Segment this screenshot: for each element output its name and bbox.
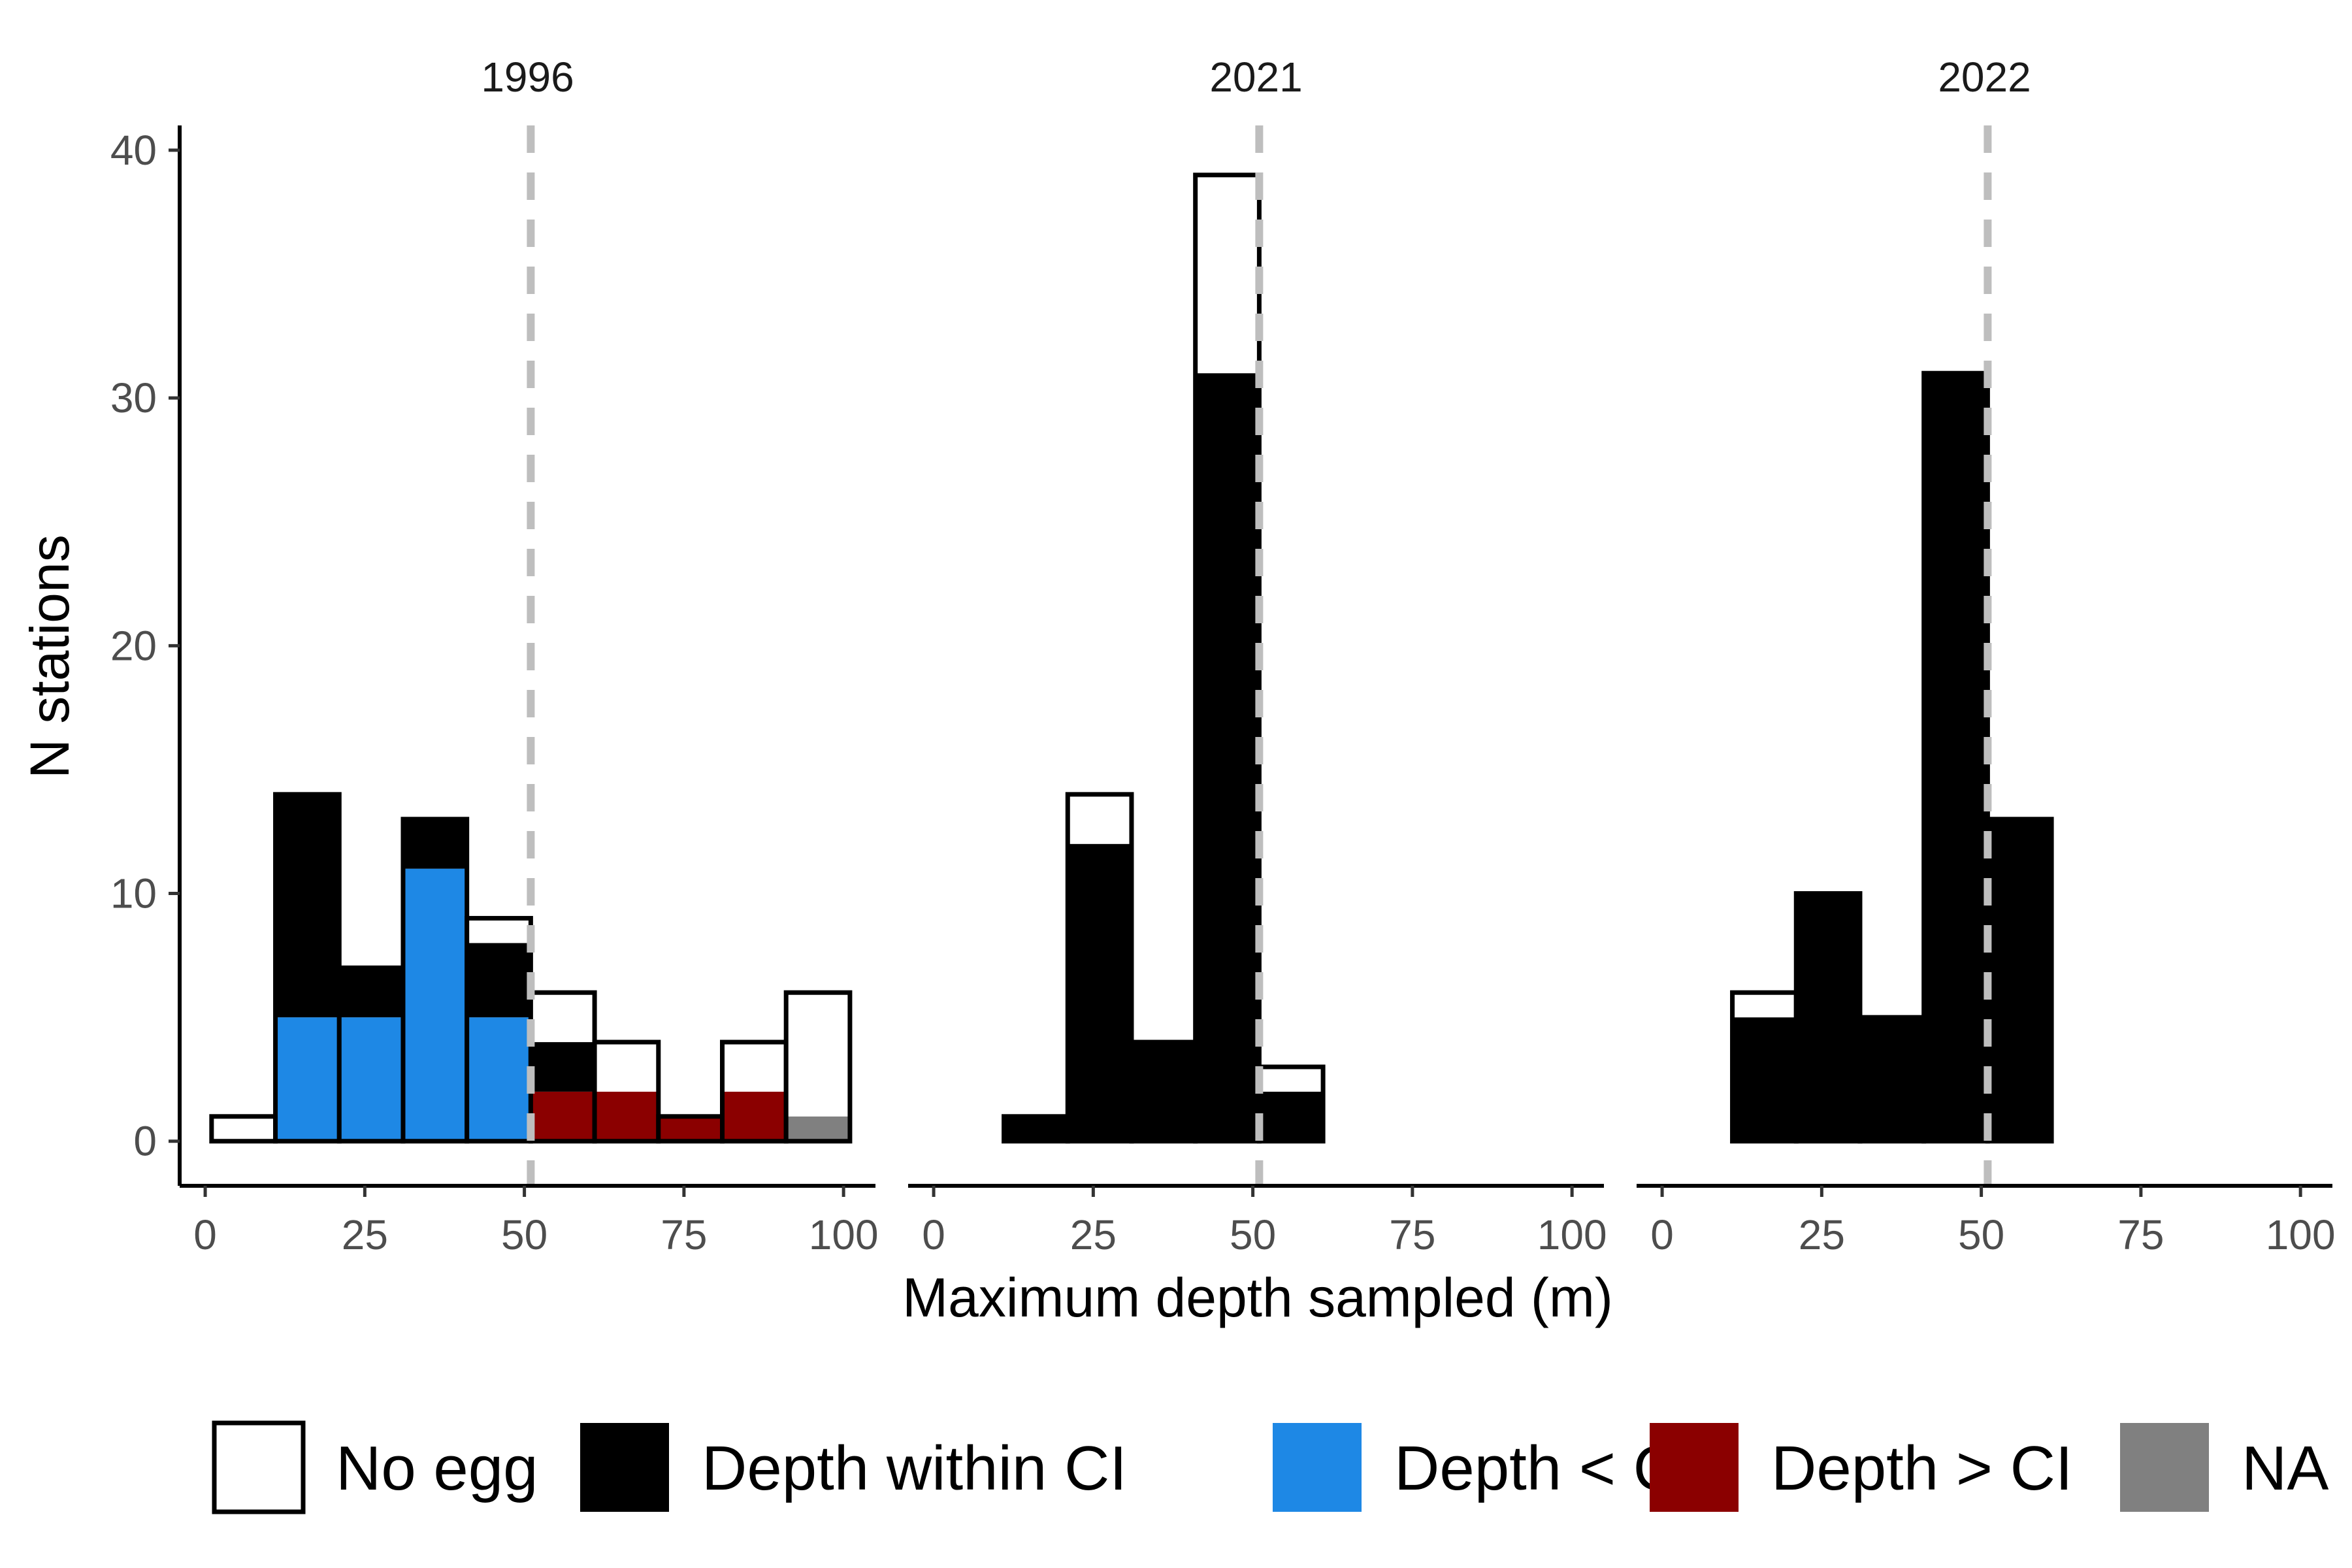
bar-segment-greater: [595, 1091, 659, 1141]
bar-segment-within: [1259, 1091, 1324, 1141]
bar-outline: [783, 990, 853, 1144]
legend-label: No egg: [336, 1433, 538, 1503]
bar-segment-greater: [722, 1091, 787, 1141]
legend-key: [212, 1420, 306, 1514]
axis-titles: N stations Maximum depth sampled (m): [19, 534, 1613, 1328]
bar-segment-within: [1068, 843, 1132, 1141]
bar-segment-no_egg: [211, 1116, 276, 1141]
legend-item-greater: Depth > CI: [1650, 1423, 2073, 1512]
facet-label: 2022: [1938, 54, 2031, 101]
x-tick-label: 25: [1070, 1211, 1117, 1258]
x-tick-label: 75: [2117, 1211, 2164, 1258]
bar-segment-within: [466, 943, 531, 1018]
bar-segment-no_egg: [1068, 794, 1132, 844]
x-tick-label: 75: [661, 1211, 707, 1258]
y-tick-label: 40: [110, 127, 157, 174]
facet-panel-2021: 2021 0 25 50 75 100: [908, 54, 1607, 1258]
bar-segment-greater: [531, 1091, 595, 1141]
legend-key: [580, 1423, 669, 1512]
bar-segment-within: [1987, 819, 2052, 1141]
legend: No egg Depth within CI Depth < CI Depth > C…: [212, 1420, 2328, 1514]
legend-label: Depth within CI: [702, 1433, 1127, 1503]
bar-segment-within: [531, 1042, 595, 1092]
bar-segment-greater: [658, 1116, 723, 1141]
bars: [1730, 370, 2054, 1144]
facet-label: 2021: [1209, 54, 1302, 101]
bar-segment-less: [275, 1017, 340, 1141]
legend-item-na: NA: [2120, 1423, 2328, 1512]
x-tick-label: 50: [1958, 1211, 2004, 1258]
legend-item-no_egg: No egg: [212, 1420, 538, 1514]
bar-outline: [1065, 792, 1134, 1144]
facet-panel-2022: 2022 0 25 50 75 100: [1637, 54, 2336, 1258]
bars: [209, 792, 853, 1144]
facet-label: 1996: [481, 54, 574, 101]
legend-label: NA: [2242, 1433, 2328, 1503]
bar-segment-no_egg: [1259, 1066, 1324, 1092]
x-tick-label: 25: [1799, 1211, 1845, 1258]
legend-label: Depth < CI: [1394, 1433, 1696, 1503]
bar-segment-within: [402, 819, 467, 869]
y-tick-label: 10: [110, 870, 157, 917]
x-tick-label: 100: [1537, 1211, 1607, 1258]
bar-segment-less: [339, 1017, 403, 1141]
x-tick-label: 0: [193, 1211, 217, 1258]
bar-segment-within: [275, 794, 340, 1018]
y-tick-label: 30: [110, 374, 157, 421]
x-tick-label: 0: [1650, 1211, 1674, 1258]
bar-segment-within: [1004, 1116, 1068, 1141]
legend-key: [1650, 1423, 1739, 1512]
bar-outline: [592, 1039, 661, 1144]
bar-segment-within: [1195, 373, 1260, 1141]
y-tick-label: 20: [110, 622, 157, 669]
legend-key: [2120, 1423, 2209, 1512]
x-tick-label: 100: [809, 1211, 879, 1258]
bar-segment-no_egg: [531, 992, 595, 1043]
bar-segment-no_egg: [595, 1042, 659, 1092]
bar-segment-within: [1732, 1017, 1797, 1141]
bar-outline: [1256, 1064, 1326, 1144]
y-tick-label: 0: [133, 1118, 157, 1165]
y-axis-title: N stations: [19, 534, 80, 779]
bar-segment-no_egg: [1732, 992, 1797, 1018]
bar-segment-within: [1131, 1042, 1196, 1141]
bar-segment-no_egg: [786, 992, 850, 1117]
bars: [1002, 172, 1326, 1144]
legend-key: [1273, 1423, 1362, 1512]
bar-segment-no_egg: [1195, 174, 1260, 374]
bar-segment-within: [1796, 893, 1860, 1141]
bar-segment-within: [339, 968, 403, 1018]
x-tick-label: 50: [1230, 1211, 1276, 1258]
legend-item-within: Depth within CI: [580, 1423, 1127, 1512]
x-tick-label: 75: [1389, 1211, 1435, 1258]
x-tick-label: 25: [342, 1211, 388, 1258]
legend-item-less: Depth < CI: [1273, 1423, 1696, 1512]
bar-segment-no_egg: [466, 918, 531, 943]
bar-segment-within: [1859, 1017, 1924, 1141]
x-tick-label: 0: [922, 1211, 945, 1258]
bar-segment-within: [1923, 373, 1988, 1141]
bar-segment-less: [466, 1017, 531, 1141]
x-axis-title: Maximum depth sampled (m): [902, 1267, 1613, 1328]
legend-label: Depth > CI: [1771, 1433, 2073, 1503]
bar-segment-na: [786, 1116, 850, 1141]
facet-panel-1996: 1996 0 25 50 75 100 0 10 20 30 40: [110, 54, 879, 1258]
x-tick-label: 50: [501, 1211, 547, 1258]
bar-segment-no_egg: [722, 1042, 787, 1092]
x-tick-label: 100: [2266, 1211, 2336, 1258]
bar-segment-less: [402, 868, 467, 1141]
